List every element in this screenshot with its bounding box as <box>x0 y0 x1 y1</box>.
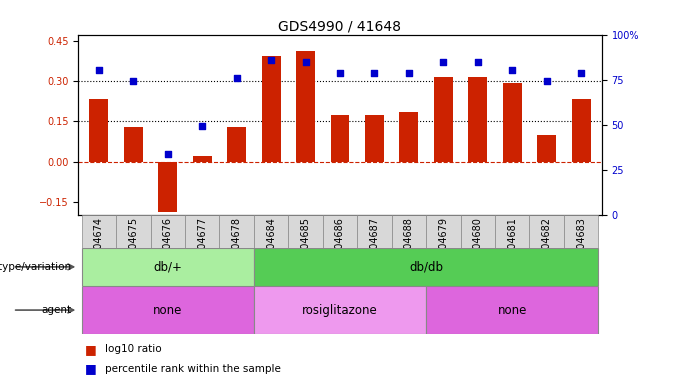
Text: db/+: db/+ <box>153 260 182 273</box>
Bar <box>503 83 522 162</box>
Text: none: none <box>153 304 182 316</box>
Bar <box>220 215 254 248</box>
Text: GSM904687: GSM904687 <box>369 217 379 276</box>
Bar <box>185 215 220 248</box>
Text: db/db: db/db <box>409 260 443 273</box>
Point <box>403 70 414 76</box>
Bar <box>262 56 281 162</box>
Text: GSM904674: GSM904674 <box>94 217 104 276</box>
Text: rosiglitazone: rosiglitazone <box>302 304 378 316</box>
Text: GSM904684: GSM904684 <box>266 217 276 276</box>
Text: percentile rank within the sample: percentile rank within the sample <box>105 364 282 374</box>
Text: GSM904683: GSM904683 <box>576 217 586 276</box>
Bar <box>564 215 598 248</box>
Bar <box>254 215 288 248</box>
Bar <box>426 286 598 334</box>
Bar <box>330 115 350 162</box>
Bar <box>323 215 357 248</box>
Bar <box>434 77 453 162</box>
Bar <box>82 248 254 286</box>
Bar <box>288 215 323 248</box>
Bar <box>296 51 315 162</box>
Text: ■: ■ <box>85 362 97 375</box>
Bar <box>192 156 211 162</box>
Point <box>266 58 277 64</box>
Point <box>507 67 517 73</box>
Bar <box>392 215 426 248</box>
Text: GSM904686: GSM904686 <box>335 217 345 276</box>
Text: GSM904678: GSM904678 <box>232 217 241 276</box>
Bar <box>124 127 143 162</box>
Text: none: none <box>498 304 527 316</box>
Bar <box>495 215 530 248</box>
Point <box>93 67 104 73</box>
Text: GSM904685: GSM904685 <box>301 217 311 276</box>
Point <box>128 78 139 84</box>
Point <box>541 78 552 84</box>
Bar <box>158 162 177 212</box>
Bar <box>254 286 426 334</box>
Text: GSM904677: GSM904677 <box>197 217 207 276</box>
Text: GSM904680: GSM904680 <box>473 217 483 276</box>
Text: GSM904688: GSM904688 <box>404 217 414 276</box>
Bar <box>150 215 185 248</box>
Point <box>197 123 207 129</box>
Text: GSM904675: GSM904675 <box>129 217 138 276</box>
Bar <box>254 248 598 286</box>
Text: genotype/variation: genotype/variation <box>0 262 71 272</box>
Bar <box>116 215 150 248</box>
Bar <box>537 135 556 162</box>
Bar <box>460 215 495 248</box>
Bar <box>357 215 392 248</box>
Bar <box>227 127 246 162</box>
Point <box>231 75 242 81</box>
Point <box>163 151 173 157</box>
Bar <box>82 286 254 334</box>
Text: GSM904681: GSM904681 <box>507 217 517 276</box>
Text: log10 ratio: log10 ratio <box>105 344 162 354</box>
Point <box>300 59 311 65</box>
Bar <box>82 215 116 248</box>
Bar <box>572 99 591 162</box>
Point <box>438 59 449 65</box>
Text: ■: ■ <box>85 343 97 356</box>
Bar <box>399 112 418 162</box>
Text: agent: agent <box>41 305 71 315</box>
Bar <box>89 99 108 162</box>
Bar <box>530 215 564 248</box>
Point <box>576 70 587 76</box>
Title: GDS4990 / 41648: GDS4990 / 41648 <box>279 20 401 33</box>
Text: GSM904679: GSM904679 <box>439 217 448 276</box>
Point <box>473 59 483 65</box>
Bar <box>365 115 384 162</box>
Point <box>369 70 380 76</box>
Text: GSM904676: GSM904676 <box>163 217 173 276</box>
Bar <box>469 77 488 162</box>
Text: GSM904682: GSM904682 <box>542 217 551 276</box>
Point <box>335 70 345 76</box>
Bar <box>426 215 460 248</box>
